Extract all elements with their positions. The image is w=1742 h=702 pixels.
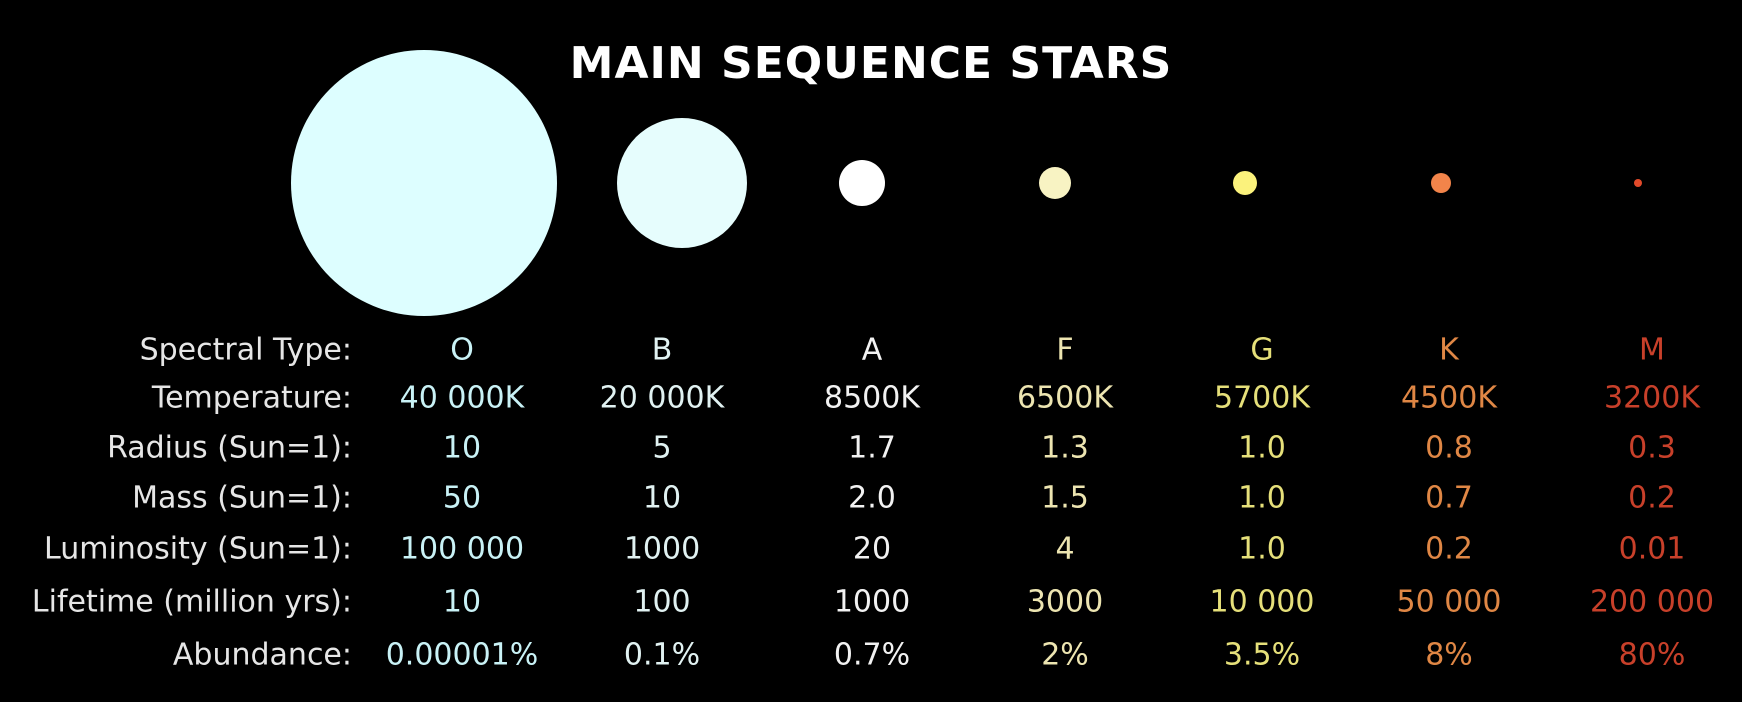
cell-o-temperature: 40 000K	[399, 380, 525, 416]
row-label-abundance: Abundance:	[172, 637, 352, 673]
cell-a-type: A	[861, 332, 883, 368]
star-g-circle	[1233, 171, 1257, 195]
row-label-luminosity: Luminosity (Sun=1):	[44, 531, 352, 567]
cell-g-mass: 1.0	[1238, 480, 1286, 516]
cell-g-type: G	[1250, 332, 1274, 368]
cell-k-radius: 0.8	[1425, 430, 1473, 466]
cell-b-lifetime: 100	[633, 584, 691, 620]
row-label-temperature: Temperature:	[151, 380, 352, 416]
cell-k-type: K	[1439, 332, 1459, 368]
cell-a-mass: 2.0	[848, 480, 896, 516]
cell-m-radius: 0.3	[1628, 430, 1676, 466]
cell-o-lifetime: 10	[442, 584, 482, 620]
row-label-type: Spectral Type:	[139, 332, 352, 368]
cell-m-abundance: 80%	[1618, 637, 1686, 673]
row-label-radius: Radius (Sun=1):	[107, 430, 352, 466]
cell-m-mass: 0.2	[1628, 480, 1676, 516]
cell-k-abundance: 8%	[1425, 637, 1473, 673]
cell-k-lifetime: 50 000	[1396, 584, 1502, 620]
page-title: MAIN SEQUENCE STARS	[569, 38, 1173, 89]
cell-b-type: B	[651, 332, 673, 368]
cell-b-radius: 5	[652, 430, 672, 466]
cell-m-type: M	[1639, 332, 1665, 368]
star-o-circle	[291, 50, 557, 316]
cell-g-lifetime: 10 000	[1209, 584, 1315, 620]
cell-f-lifetime: 3000	[1026, 584, 1104, 620]
cell-m-temperature: 3200K	[1603, 380, 1701, 416]
cell-a-radius: 1.7	[848, 430, 896, 466]
cell-o-abundance: 0.00001%	[385, 637, 539, 673]
cell-a-temperature: 8500K	[823, 380, 921, 416]
cell-g-radius: 1.0	[1238, 430, 1286, 466]
cell-k-mass: 0.7	[1425, 480, 1473, 516]
cell-m-luminosity: 0.01	[1618, 531, 1686, 567]
cell-f-temperature: 6500K	[1016, 380, 1114, 416]
cell-g-luminosity: 1.0	[1238, 531, 1286, 567]
cell-o-mass: 50	[442, 480, 482, 516]
cell-m-lifetime: 200 000	[1589, 584, 1715, 620]
cell-f-mass: 1.5	[1041, 480, 1089, 516]
cell-o-type: O	[450, 332, 474, 368]
cell-b-luminosity: 1000	[623, 531, 701, 567]
cell-g-abundance: 3.5%	[1223, 637, 1301, 673]
cell-a-luminosity: 20	[852, 531, 892, 567]
cell-o-luminosity: 100 000	[399, 531, 525, 567]
cell-a-abundance: 0.7%	[833, 637, 911, 673]
star-f-circle	[1039, 167, 1071, 199]
cell-k-temperature: 4500K	[1400, 380, 1498, 416]
cell-o-radius: 10	[442, 430, 482, 466]
star-b-circle	[617, 118, 747, 248]
cell-a-lifetime: 1000	[833, 584, 911, 620]
cell-f-luminosity: 4	[1055, 531, 1075, 567]
cell-f-abundance: 2%	[1041, 637, 1089, 673]
star-a-circle	[839, 160, 885, 206]
row-label-mass: Mass (Sun=1):	[132, 480, 352, 516]
cell-f-type: F	[1056, 332, 1074, 368]
cell-b-mass: 10	[642, 480, 682, 516]
row-label-lifetime: Lifetime (million yrs):	[31, 584, 352, 620]
star-m-circle	[1634, 179, 1642, 187]
cell-b-temperature: 20 000K	[599, 380, 725, 416]
cell-g-temperature: 5700K	[1213, 380, 1311, 416]
cell-f-radius: 1.3	[1041, 430, 1089, 466]
star-k-circle	[1431, 173, 1451, 193]
cell-b-abundance: 0.1%	[623, 637, 701, 673]
cell-k-luminosity: 0.2	[1425, 531, 1473, 567]
